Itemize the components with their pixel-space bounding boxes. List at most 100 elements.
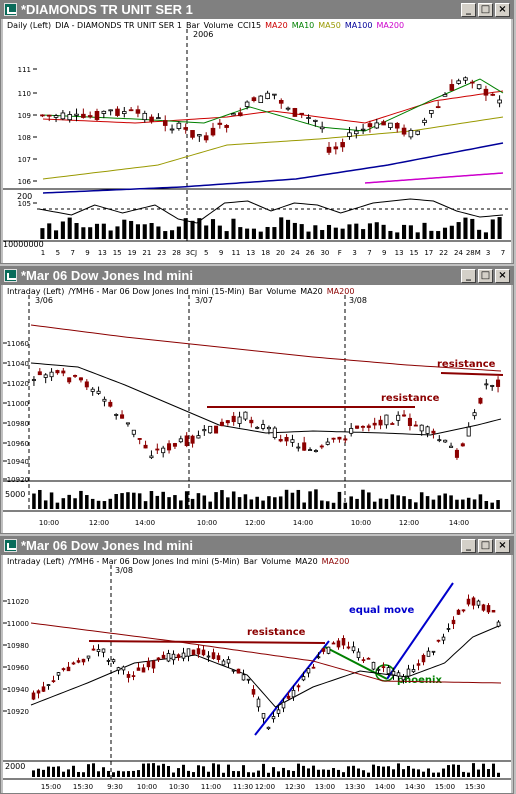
y-tick-label: 107 bbox=[18, 156, 31, 164]
x-tick-label: 15:00 bbox=[435, 783, 455, 791]
price-bar bbox=[366, 657, 371, 660]
volume-bar bbox=[114, 494, 118, 509]
maximize-button[interactable]: □ bbox=[478, 539, 493, 553]
volume-bar bbox=[442, 768, 445, 777]
price-bar bbox=[190, 130, 195, 138]
volume-bar bbox=[173, 495, 177, 509]
minimize-button[interactable]: _ bbox=[461, 539, 476, 553]
price-bar bbox=[394, 122, 400, 129]
y-tick-label: 108 bbox=[18, 134, 31, 142]
volume-bar bbox=[349, 496, 353, 509]
y-tick-label: 109 bbox=[18, 112, 31, 120]
price-bar bbox=[206, 655, 211, 658]
volume-tick-label: 10000000 bbox=[3, 240, 44, 249]
price-bar bbox=[425, 426, 430, 434]
volume-bar bbox=[487, 769, 490, 777]
title-bar[interactable]: *Mar 06 Dow Jones Ind mini _ □ × bbox=[1, 537, 513, 555]
volume-bar bbox=[497, 772, 500, 777]
price-bar bbox=[60, 112, 66, 120]
ma20-line bbox=[42, 90, 504, 124]
maximize-button[interactable]: □ bbox=[478, 3, 493, 17]
close-button[interactable]: × bbox=[495, 539, 510, 553]
x-tick-label: 11:30 bbox=[233, 783, 253, 791]
x-tick-label: 14:00 bbox=[293, 519, 313, 527]
minimize-button[interactable]: _ bbox=[461, 3, 476, 17]
volume-bar bbox=[73, 498, 77, 509]
x-tick-label: 14:00 bbox=[375, 783, 395, 791]
price-bar bbox=[37, 371, 42, 376]
price-bar bbox=[476, 84, 482, 90]
volume-bar bbox=[490, 219, 495, 239]
volume-bar bbox=[137, 770, 140, 777]
x-tick-label: 28M bbox=[466, 249, 481, 257]
volume-bar bbox=[162, 763, 165, 777]
x-tick-label: 7 bbox=[501, 249, 505, 257]
volume-bar bbox=[374, 222, 379, 239]
close-button[interactable]: × bbox=[495, 269, 510, 283]
price-bar bbox=[402, 414, 407, 417]
price-bar bbox=[225, 420, 230, 424]
price-bar bbox=[214, 425, 219, 434]
volume-bar bbox=[101, 223, 106, 239]
price-bar bbox=[333, 146, 339, 150]
minimize-button[interactable]: _ bbox=[461, 269, 476, 283]
volume-bar bbox=[331, 502, 336, 509]
volume-bar bbox=[461, 499, 465, 509]
price-bar bbox=[231, 113, 236, 116]
volume-bar bbox=[277, 771, 280, 777]
price-bar bbox=[211, 652, 216, 659]
volume-bar bbox=[477, 769, 480, 777]
volume-bar bbox=[122, 219, 127, 239]
x-tick-label: 7 bbox=[367, 249, 371, 257]
chart-plot-area[interactable]: Intraday (Left)/YMH6 - Mar 06 Dow Jones … bbox=[3, 285, 511, 533]
volume-bar bbox=[312, 765, 315, 777]
volume-bar bbox=[81, 227, 86, 239]
chart-plot-area[interactable]: Intraday (Left)/YMH6 - Mar 06 Dow Jones … bbox=[3, 555, 511, 793]
x-tick-label: 3 bbox=[486, 249, 490, 257]
volume-bar bbox=[190, 220, 195, 239]
chart-header: Intraday (Left)/YMH6 - Mar 06 Dow Jones … bbox=[7, 287, 358, 296]
volume-bar bbox=[478, 494, 483, 509]
price-bar bbox=[246, 678, 251, 681]
price-bar bbox=[378, 419, 383, 426]
volume-bar bbox=[313, 225, 318, 239]
close-button[interactable]: × bbox=[495, 3, 510, 17]
price-bar bbox=[476, 600, 481, 606]
title-bar[interactable]: *DIAMONDS TR UNIT SER 1 _ □ × bbox=[1, 1, 513, 19]
price-bar bbox=[316, 656, 321, 659]
volume-bar bbox=[361, 489, 365, 509]
equal-move-annotation: equal move bbox=[349, 605, 415, 616]
price-bar bbox=[161, 447, 166, 454]
volume-bar bbox=[417, 769, 420, 777]
price-bar bbox=[291, 689, 296, 698]
price-bar bbox=[202, 429, 207, 432]
chart-plot-area[interactable]: Daily (Left) DIA - DIAMONDS TR UNIT SER 1… bbox=[3, 19, 511, 263]
x-tick-label: 14:00 bbox=[135, 519, 155, 527]
price-bar bbox=[111, 659, 116, 663]
price-bar bbox=[408, 129, 414, 138]
volume-bar bbox=[347, 224, 352, 239]
price-bar bbox=[128, 109, 134, 112]
x-tick-label: 5 bbox=[204, 249, 208, 257]
price-bar bbox=[296, 446, 301, 449]
ma100-line bbox=[42, 142, 504, 194]
volume-bar bbox=[292, 222, 297, 239]
price-bar bbox=[61, 668, 66, 671]
maximize-button[interactable]: □ bbox=[478, 269, 493, 283]
price-bar bbox=[162, 120, 168, 126]
volume-bar bbox=[87, 764, 90, 777]
title-bar[interactable]: *Mar 06 Dow Jones Ind mini _ □ × bbox=[1, 267, 513, 285]
price-bar bbox=[285, 107, 291, 110]
price-bar bbox=[36, 690, 41, 694]
volume-bar bbox=[52, 766, 55, 777]
price-bar bbox=[496, 379, 501, 387]
volume-bar bbox=[176, 226, 181, 239]
volume-bar bbox=[96, 500, 101, 509]
equal-move-line bbox=[386, 582, 454, 680]
x-tick-label: 10:00 bbox=[137, 783, 157, 791]
y-tick-label: 11060 bbox=[7, 340, 29, 348]
price-bar bbox=[201, 649, 206, 656]
price-bar bbox=[411, 669, 416, 673]
price-bar bbox=[43, 374, 48, 378]
resistance-annotation: resistance bbox=[381, 393, 440, 404]
